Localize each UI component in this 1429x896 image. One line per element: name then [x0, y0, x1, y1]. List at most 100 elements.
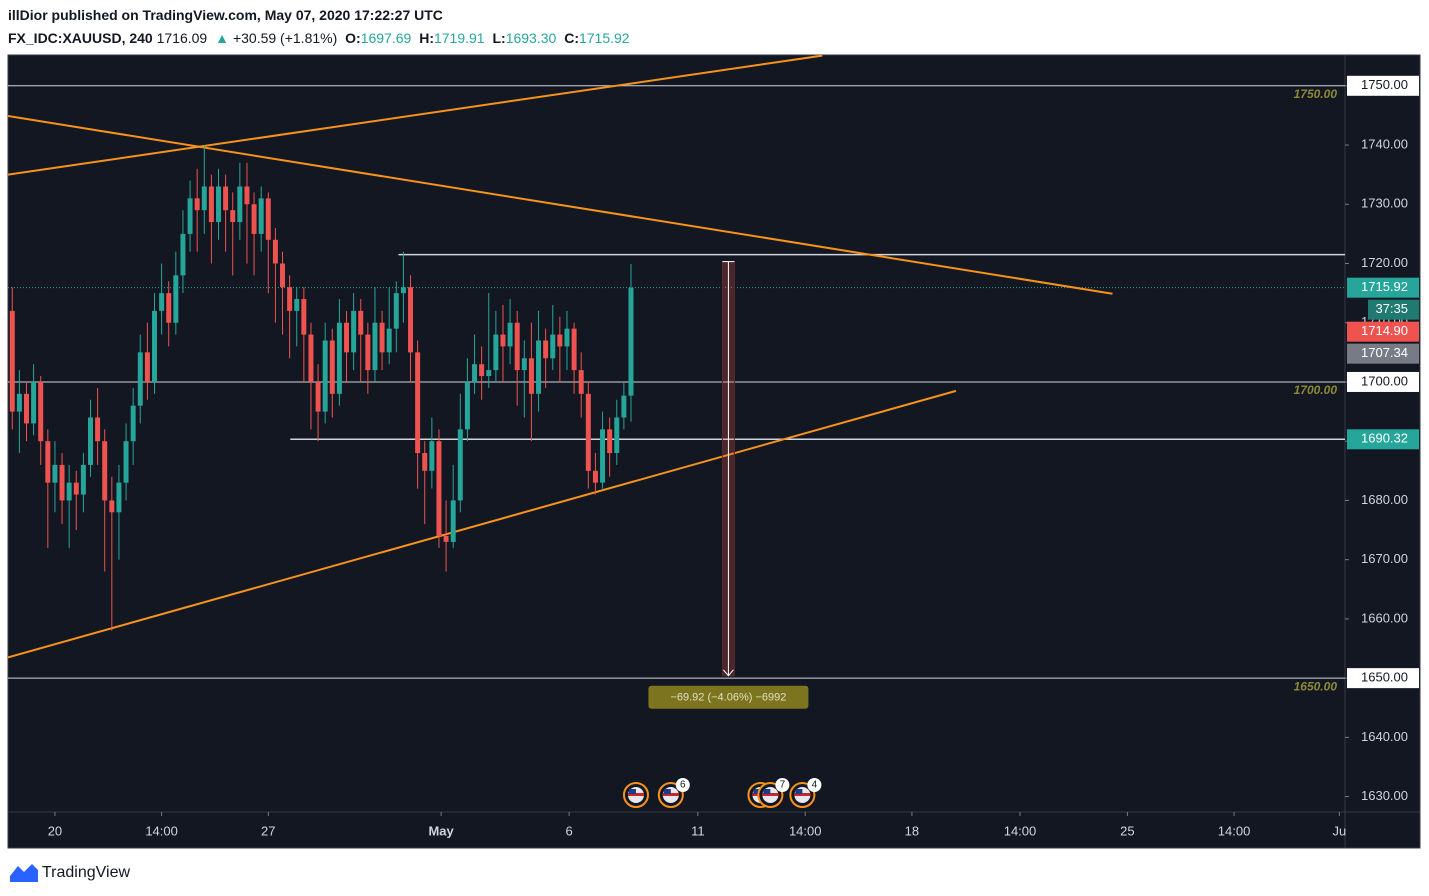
candle-body: [472, 364, 478, 382]
candle-body: [301, 299, 307, 335]
price-badge: [1347, 371, 1419, 392]
candle-body: [59, 464, 65, 501]
candle-body: [9, 310, 15, 412]
candle-body: [152, 310, 157, 382]
publisher: illDior published on TradingView.com, Ma…: [8, 7, 443, 23]
candle-body: [38, 381, 44, 442]
event-flag-stripe: [762, 793, 779, 796]
header-line-1: illDior published on TradingView.com, Ma…: [8, 7, 443, 23]
candle-body: [144, 352, 150, 382]
event-flag-canton: [795, 789, 803, 794]
candle-body: [521, 358, 527, 371]
candle-body: [315, 381, 321, 412]
candle-body: [201, 186, 207, 211]
logo: [10, 864, 38, 882]
candle-body: [592, 470, 598, 483]
candle-body: [543, 340, 549, 359]
price-badge-label: 1650.00: [1361, 670, 1408, 685]
price-badge-label: 1700.00: [1361, 373, 1408, 388]
candle-body: [258, 198, 264, 234]
candle-body: [102, 441, 108, 501]
candle-body: [550, 334, 556, 359]
event-flag-canton: [663, 789, 671, 794]
price-badge-label: 1715.92: [1361, 279, 1408, 294]
price-badge: [1347, 75, 1419, 96]
candle-body: [109, 500, 115, 513]
event-count: 6: [680, 780, 686, 791]
level-label: 1750.00: [1294, 87, 1338, 101]
price-badge-label: 1707.34: [1361, 345, 1408, 360]
price-badge: [1347, 277, 1419, 298]
candle-body: [294, 299, 300, 311]
candle-body: [329, 340, 335, 394]
x-tick-label: May: [428, 823, 454, 838]
candle-body: [123, 441, 129, 483]
y-tick-label: 1730.00: [1361, 196, 1408, 211]
event-flag-canton: [628, 789, 636, 794]
o-label: O:: [345, 30, 361, 46]
candle-body: [443, 535, 449, 542]
candle-body: [80, 464, 86, 495]
x-tick-label: 6: [565, 823, 572, 838]
candle-body: [336, 322, 342, 394]
l: 1693.30: [505, 30, 557, 46]
h: 1719.91: [433, 30, 485, 46]
candle-body: [166, 293, 172, 323]
candle-body: [415, 352, 421, 454]
candle-body: [479, 364, 485, 377]
candle-body: [372, 322, 378, 371]
candle-body: [628, 287, 634, 396]
brand: TradingView: [42, 864, 130, 881]
event-count-badge: [675, 778, 690, 792]
y-tick-label: 1660.00: [1361, 610, 1408, 625]
candle-body: [31, 381, 37, 424]
y-tick-label: 1630.00: [1361, 788, 1408, 803]
event-count-badge: [775, 778, 790, 792]
price-badge: [1347, 668, 1419, 689]
price-badge-label: 1714.90: [1361, 323, 1408, 338]
y-tick-label: 1670.00: [1361, 551, 1408, 566]
candle-body: [66, 482, 72, 501]
event-flag-stripe: [662, 793, 679, 796]
trendline: [8, 55, 823, 176]
h-label: H:: [419, 30, 434, 46]
c-label: C:: [564, 30, 579, 46]
candle-body: [287, 287, 293, 311]
candle-body: [272, 239, 278, 264]
l-label: L:: [492, 30, 506, 46]
candle-body: [216, 186, 221, 223]
event-flag-canton: [753, 789, 761, 794]
candle-body: [194, 198, 200, 211]
candle-body: [393, 293, 399, 329]
chart-background: [7, 54, 1421, 849]
x-tick-label: Ju: [1332, 823, 1346, 838]
candle-body: [237, 186, 243, 223]
candle-body: [173, 275, 179, 323]
arrow: ▲: [215, 30, 229, 46]
event-count-badge: [807, 778, 822, 792]
event-flag-canton: [763, 789, 771, 794]
candle-body: [493, 334, 499, 371]
candle-body: [600, 429, 606, 483]
candle-body: [457, 429, 463, 501]
candle-body: [450, 500, 456, 542]
candle-body: [500, 334, 506, 347]
change: +30.59 (+1.81%): [232, 30, 338, 46]
x-tick-label: 14:00: [1218, 823, 1251, 838]
candle-body: [571, 328, 577, 371]
candle-body: [251, 204, 257, 234]
pane: 1750.00 1700.00 1650.00 −69.92 (−4.06%) −69…: [8, 55, 1345, 709]
x-tick-label: 11: [691, 823, 705, 838]
candle-body: [24, 393, 29, 424]
candle-body: [400, 287, 406, 294]
measure-arrowhead: [723, 669, 734, 677]
candle-body: [422, 453, 428, 471]
candle-body: [507, 322, 513, 347]
candle-body: [308, 334, 314, 382]
y-tick-label: 1680.00: [1361, 492, 1408, 507]
event-flag-stripe: [794, 793, 811, 796]
candle-body: [514, 322, 520, 371]
price-badge: [1347, 429, 1419, 450]
